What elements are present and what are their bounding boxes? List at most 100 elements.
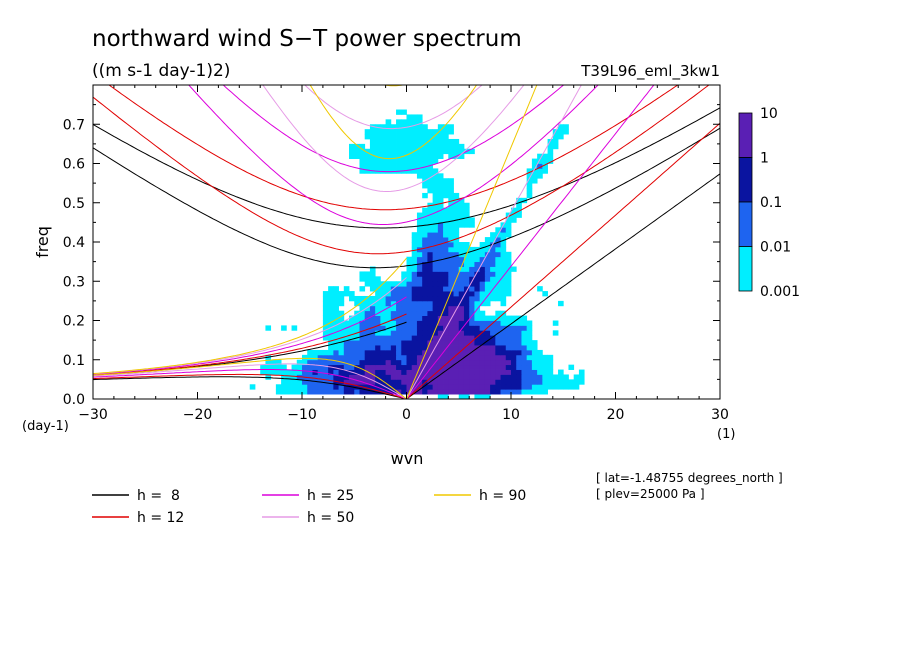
x-axis-label: wvn — [391, 449, 424, 468]
spectrum-cell — [427, 359, 434, 366]
spectrum-cell — [385, 320, 392, 326]
dispersion-curve-h90 — [93, 357, 407, 399]
spectrum-cell — [375, 345, 381, 351]
spectrum-cell — [516, 369, 522, 375]
spectrum-cell — [526, 379, 533, 385]
spectrum-cell — [364, 325, 371, 331]
spectrum-cell — [521, 379, 528, 385]
spectrum-cell — [453, 192, 460, 199]
spectrum-cell — [380, 349, 387, 356]
spectrum-cell — [416, 158, 423, 164]
spectrum-cell — [307, 369, 313, 375]
spectrum-cell — [406, 276, 413, 282]
spectrum-cell — [495, 281, 501, 287]
spectrum-cell — [500, 300, 507, 307]
spectrum-cell — [448, 129, 454, 135]
spectrum-cell — [354, 325, 360, 331]
spectrum-cell — [463, 335, 470, 341]
spectrum-cell — [343, 320, 350, 326]
spectrum-cell — [469, 335, 475, 341]
dispersion-curve-h25 — [406, 85, 655, 399]
spectrum-cell — [328, 295, 334, 302]
spectrum-cell — [286, 369, 292, 375]
spectrum-cell — [490, 359, 496, 366]
spectrum-cell — [364, 330, 371, 336]
spectrum-cell — [469, 325, 475, 331]
spectrum-cell — [338, 325, 345, 331]
spectrum-cell — [526, 330, 533, 336]
spectrum-cell — [396, 349, 402, 356]
spectrum-cell — [406, 158, 413, 164]
spectrum-cell — [479, 340, 486, 346]
spectrum-cell — [521, 384, 528, 390]
spectrum-cell — [406, 129, 413, 135]
spectrum-cell — [359, 305, 366, 312]
spectrum-cell — [458, 315, 465, 321]
spectrum-cell — [495, 237, 501, 243]
spectrum-cell — [437, 212, 444, 218]
spectrum-cell — [375, 335, 381, 341]
spectrum-cell — [500, 286, 507, 292]
spectrum-cell — [411, 281, 418, 287]
spectrum-cell — [416, 119, 423, 125]
run-label: T39L96_eml_3kw1 — [580, 62, 720, 81]
spectrum-cell — [479, 291, 486, 297]
spectrum-cell — [437, 266, 444, 272]
spectrum-cell — [526, 168, 533, 174]
spectrum-cell — [443, 394, 449, 399]
spectrum-cell — [416, 266, 423, 272]
spectrum-cell — [500, 227, 507, 233]
spectrum-cell — [338, 345, 345, 351]
spectrum-cell — [500, 374, 507, 380]
spectrum-cell — [443, 281, 449, 287]
spectrum-cell — [349, 345, 355, 351]
spectrum-cell — [401, 310, 407, 316]
spectrum-cell — [558, 374, 564, 380]
spectrum-cell — [333, 295, 339, 302]
spectrum-cell — [521, 340, 528, 346]
spectrum-cell — [416, 217, 423, 223]
spectrum-cell — [437, 340, 444, 346]
spectrum-cell — [479, 320, 486, 326]
dispersion-curve-h12 — [93, 313, 407, 376]
spectrum-cell — [490, 345, 496, 351]
chart-subtitle: ((m s-1 day-1)2) — [92, 61, 230, 81]
spectrum-cell — [542, 374, 548, 380]
spectrum-cell — [359, 276, 366, 282]
spectrum-cell — [312, 384, 319, 390]
spectrum-cell — [432, 364, 439, 370]
spectrum-cell — [385, 345, 392, 351]
spectrum-cell — [453, 320, 460, 326]
spectrum-cell — [422, 354, 428, 361]
colorbar: 10 1 0.1 0.01 0.001 — [738, 106, 800, 300]
spectrum-cell — [364, 281, 371, 287]
spectrum-cell — [359, 143, 366, 150]
spectrum-cell — [322, 364, 329, 370]
spectrum-cell — [558, 300, 564, 307]
spectrum-cell — [406, 379, 413, 385]
spectrum-cell — [458, 276, 465, 282]
spectrum-cell — [458, 148, 465, 155]
spectrum-cell — [349, 389, 355, 395]
spectrum-cell — [511, 207, 517, 213]
spectrum-cell — [422, 227, 428, 233]
spectrum-cell — [406, 256, 413, 263]
spectrum-cell — [354, 300, 360, 307]
spectrum-cell — [328, 305, 334, 312]
spectrum-cell — [463, 379, 470, 385]
spectrum-cell — [542, 168, 548, 174]
spectrum-cell — [490, 340, 496, 346]
spectrum-cell — [443, 266, 449, 272]
spectrum-cell — [390, 134, 397, 140]
spectrum-cell — [453, 300, 460, 307]
spectrum-cell — [401, 291, 407, 297]
spectrum-cell — [406, 325, 413, 331]
spectrum-cell — [578, 374, 585, 380]
spectrum-cell — [359, 300, 366, 307]
spectrum-cell — [401, 325, 407, 331]
spectrum-cell — [516, 207, 522, 213]
spectrum-cell — [448, 246, 454, 253]
spectrum-cell — [333, 345, 339, 351]
spectrum-cell — [375, 364, 381, 370]
spectrum-cell — [422, 212, 428, 218]
